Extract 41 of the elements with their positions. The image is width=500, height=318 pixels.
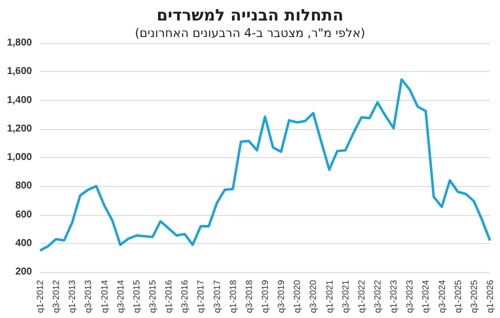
x-tick-label: q3-2013 (83, 280, 94, 314)
x-tick-label: q1-2012 (35, 280, 45, 314)
chart-title: התחלות הבנייה למשרדים (156, 6, 344, 24)
y-tick-label: 800 (15, 180, 32, 192)
x-tick-label: q1-2025 (452, 280, 463, 314)
x-tick-label: q1-2016 (164, 280, 174, 314)
x-tick-label: q1-2015 (131, 280, 142, 314)
y-tick-label: 1,000 (6, 152, 32, 163)
y-tick-label: 1,600 (6, 66, 32, 78)
x-tick-label: q3-2012 (51, 280, 62, 314)
x-tick-label: q3-2022 (372, 280, 382, 314)
x-tick-label: q3-2025 (468, 280, 479, 314)
x-tick-label: q3-2023 (404, 280, 415, 314)
x-tick-label: q1-2013 (67, 280, 78, 314)
x-tick-label: q3-2021 (340, 280, 350, 314)
x-tick-label: q3-2016 (180, 280, 190, 314)
y-tick-label: 400 (15, 238, 32, 249)
line-series (38, 78, 492, 252)
x-tick-label: q1-2018 (228, 280, 238, 314)
x-tick-label: q1-2020 (292, 280, 302, 314)
x-tick-label: q3-2017 (212, 280, 222, 314)
y-tick-label: 1,800 (6, 38, 32, 48)
x-tick-label: q3-2019 (276, 280, 286, 314)
x-tick-label: q1-2019 (260, 280, 270, 314)
y-tick-label: 600 (15, 209, 32, 220)
x-tick-label: q1-2017 (196, 280, 206, 314)
y-tick-label: 200 (15, 266, 32, 278)
x-tick-label: q3-2020 (308, 280, 318, 314)
x-tick-label: q3-2014 (115, 280, 126, 314)
y-tick-label: 1,400 (6, 94, 32, 106)
chart-subtitle: (אלפי מ"ר, מצטבר ב-4 הרבעונים האחרונים) (134, 26, 366, 40)
x-tick-label: q3-2024 (436, 280, 447, 314)
x-tick-label: q1-2024 (420, 280, 431, 314)
x-tick-label: q3-2015 (148, 280, 158, 314)
x-tick-label: q1-2014 (99, 280, 110, 314)
x-tick-label: q1-2021 (324, 280, 334, 314)
x-tick-label: q1-2023 (388, 280, 399, 314)
x-tick-label: q1-2026 (485, 280, 495, 314)
x-tick-label: q1-2022 (356, 280, 366, 314)
x-tick-label: q3-2018 (244, 280, 254, 314)
y-tick-label: 1,200 (6, 123, 32, 134)
